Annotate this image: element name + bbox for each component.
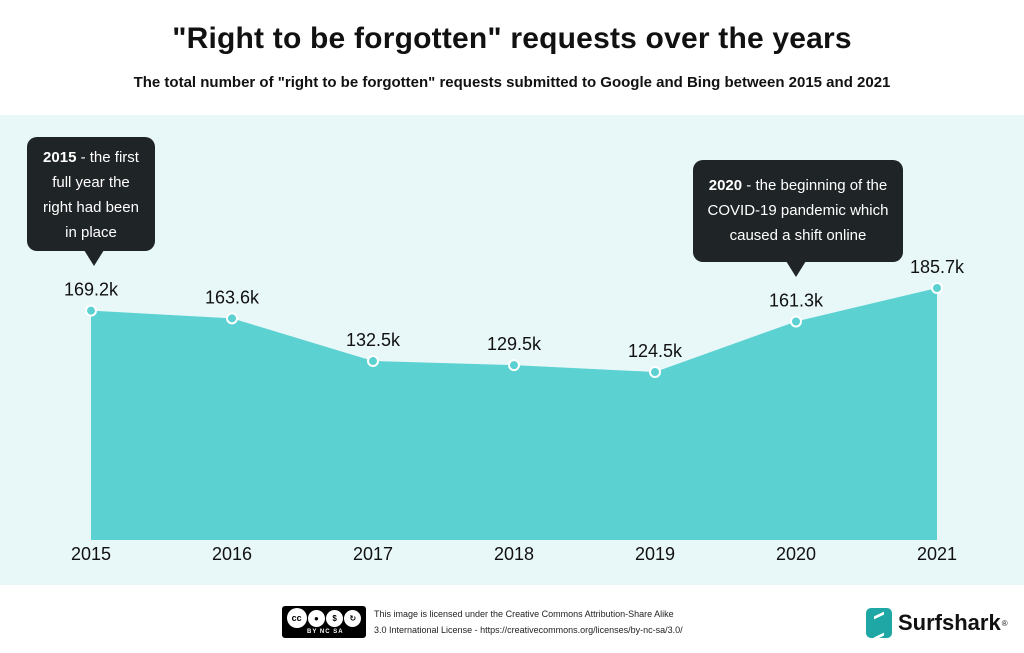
data-point-2021 [931, 282, 943, 294]
value-label-2016: 163.6k [205, 287, 260, 307]
value-label-2017: 132.5k [346, 330, 401, 350]
data-point-2015 [85, 304, 97, 317]
data-point-2016 [226, 312, 238, 325]
brand-name: Surfshark [898, 610, 1001, 635]
data-point-2017 [367, 355, 379, 368]
value-label-2019: 124.5k [628, 341, 683, 361]
surfshark-logo-icon [866, 608, 892, 638]
value-label-2018: 129.5k [487, 334, 542, 354]
x-tick-label-2016: 2016 [212, 544, 252, 564]
area-chart: 169.2k 2015 163.6k 2016 132.5k 2017 129.5k 2018… [64, 257, 965, 564]
x-tick-label-2015: 2015 [71, 544, 111, 564]
value-label-2015: 169.2k [64, 280, 119, 300]
x-tick-label-2018: 2018 [494, 544, 534, 564]
callout-2015-text: - the first full year the right had been… [43, 149, 139, 241]
callout-2015: 2015 - the first full year the right had… [27, 137, 155, 266]
surfshark-logo: Surfshark ® [866, 608, 1008, 638]
creative-commons-icon: cc ● $ ↻ BY NC SA [282, 606, 366, 638]
x-tick-label-2017: 2017 [353, 544, 393, 564]
x-tick-label-2019: 2019 [635, 544, 675, 564]
callout-2015-year: 2015 [43, 149, 77, 166]
callout-2020: 2020 - the beginning of the COVID-19 pan… [693, 160, 903, 277]
data-point-2019 [649, 366, 661, 378]
area-series [91, 288, 937, 540]
value-label-2020: 161.3k [769, 290, 824, 310]
callout-2020-text: - the beginning of the COVID-19 pandemic… [707, 177, 889, 244]
x-tick-label-2020: 2020 [776, 544, 816, 564]
license-block: cc ● $ ↻ BY NC SA This image is licensed… [282, 606, 683, 638]
data-point-2018 [508, 359, 520, 372]
callout-2020-year: 2020 [708, 177, 743, 194]
x-tick-label-2021: 2021 [917, 544, 957, 564]
license-line-2: 3.0 International License - https://crea… [374, 625, 683, 635]
brand-registered-mark: ® [1001, 618, 1008, 628]
value-label-2021: 185.7k [910, 257, 965, 277]
license-text: This image is licensed under the Creativ… [374, 606, 683, 638]
chart-title: "Right to be forgotten" requests over th… [172, 22, 852, 55]
cc-labels: BY NC SA [307, 629, 344, 635]
data-point-2020 [790, 315, 802, 328]
license-line-1: This image is licensed under the Creativ… [374, 609, 674, 619]
chart-subtitle: The total number of "right to be forgott… [133, 74, 891, 91]
